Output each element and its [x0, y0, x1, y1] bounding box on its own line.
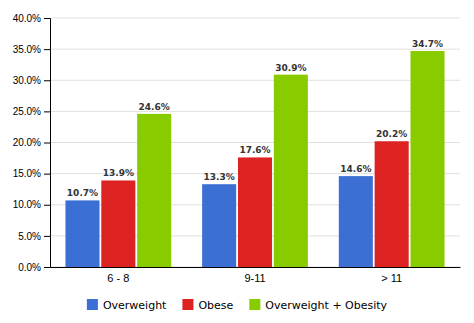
y-tick-mark [44, 143, 50, 144]
legend-label: Obese [198, 299, 233, 312]
x-tick: > 11 [381, 272, 402, 284]
data-label: 24.6% [139, 102, 170, 112]
data-label: 10.7% [67, 188, 98, 198]
data-label: 30.9% [275, 63, 306, 73]
legend-swatch [249, 299, 260, 310]
y-tick: 40.0% [13, 13, 50, 24]
y-tick: 0.0% [18, 262, 50, 273]
y-tick-label: 20.0% [13, 137, 41, 148]
y-tick-label: 35.0% [13, 44, 41, 55]
x-tick: 6 - 8 [107, 272, 129, 284]
y-tick: 20.0% [13, 137, 50, 148]
y-tick-label: 15.0% [13, 168, 41, 179]
y-tick: 5.0% [18, 231, 50, 242]
y-axis-line [44, 19, 51, 268]
y-tick: 30.0% [13, 75, 50, 86]
legend-item: Overweight [87, 299, 167, 312]
legend-item: Overweight + Obesity [249, 299, 387, 312]
y-tick-label: 0.0% [18, 262, 41, 273]
grid-line [50, 80, 460, 81]
y-tick: 35.0% [13, 44, 50, 55]
bar [339, 176, 373, 267]
data-label: 13.3% [204, 172, 235, 182]
y-tick-mark [44, 49, 50, 50]
x-tick-label: 6 - 8 [107, 272, 129, 284]
legend-swatch [87, 299, 98, 310]
grid-line [50, 18, 460, 19]
y-tick-label: 5.0% [18, 231, 41, 242]
y-tick-label: 25.0% [13, 106, 41, 117]
y-tick-mark [44, 236, 50, 237]
x-tick-label: 9-11 [244, 272, 265, 284]
data-label: 17.6% [239, 145, 270, 155]
legend-swatch [182, 299, 193, 310]
bar [238, 157, 272, 267]
bar [375, 141, 409, 267]
y-axis: 0.0% 5.0% 10.0% 15.0% 20.0% 25.0% 30.0% 35.0% 40… [13, 13, 51, 273]
grid-line [50, 49, 460, 50]
bar [410, 51, 444, 267]
y-tick-label: 40.0% [13, 13, 41, 24]
grid-line [50, 111, 460, 112]
legend-item: Obese [182, 299, 233, 312]
bar [274, 75, 308, 267]
legend-label: Overweight [103, 299, 167, 312]
data-label: 14.6% [340, 164, 371, 174]
y-tick-mark [44, 111, 50, 112]
y-tick: 15.0% [13, 168, 50, 179]
y-tick-mark [44, 205, 50, 206]
y-tick-mark [44, 80, 50, 81]
data-labels: 10.7% 13.3% 14.6% 13.9% 17.6% 20.2% 24.6% 30.9%… [67, 39, 443, 198]
x-axis-line [51, 267, 461, 268]
data-label: 20.2% [376, 129, 407, 139]
x-axis: 6 - 8 9-11 > 11 [51, 268, 461, 284]
data-label: 13.9% [103, 168, 134, 178]
y-tick-label: 10.0% [13, 199, 41, 210]
plot: 10.7% 13.3% 14.6% 13.9% 17.6% 20.2% 24.6% 30.9%… [13, 13, 461, 284]
bars [65, 51, 444, 267]
x-tick: 9-11 [244, 272, 265, 284]
grid [50, 18, 460, 267]
y-tick-mark [44, 174, 50, 175]
bar [101, 180, 135, 267]
y-tick-mark [44, 18, 50, 19]
y-tick: 10.0% [13, 199, 50, 210]
y-tick-label: 30.0% [13, 75, 41, 86]
data-label: 34.7% [412, 39, 443, 49]
legend-label: Overweight + Obesity [265, 299, 387, 312]
y-tick-mark [44, 267, 50, 268]
legend: Overweight Obese Overweight + Obesity [87, 299, 388, 312]
y-tick: 25.0% [13, 106, 50, 117]
bar [202, 184, 236, 267]
chart: 10.7% 13.3% 14.6% 13.9% 17.6% 20.2% 24.6% 30.9%… [0, 0, 474, 323]
bar [137, 114, 171, 267]
bar [65, 200, 99, 267]
x-tick-label: > 11 [381, 272, 402, 284]
